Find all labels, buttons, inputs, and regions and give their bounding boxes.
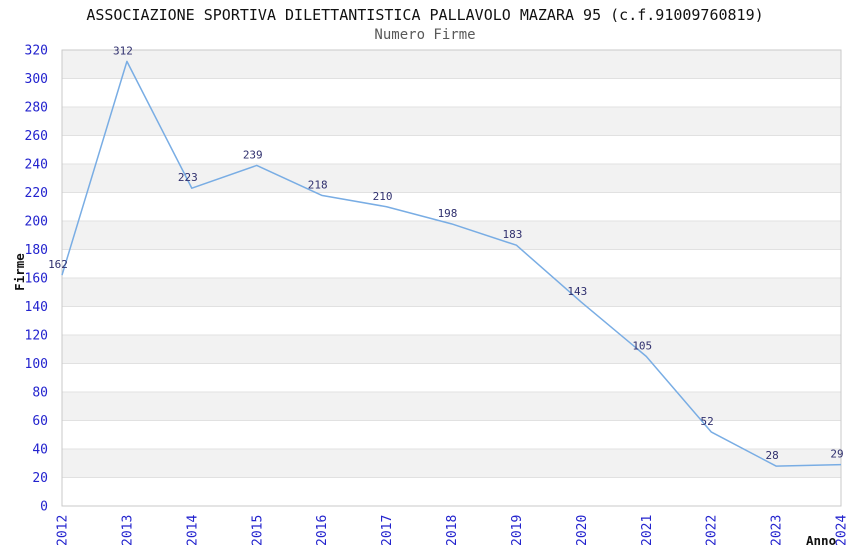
y-tick-label: 300 bbox=[25, 72, 48, 87]
x-tick-label: 2022 bbox=[705, 515, 720, 546]
x-tick-label: 2015 bbox=[250, 515, 265, 546]
value-label: 29 bbox=[830, 448, 843, 461]
x-tick-label: 2014 bbox=[185, 515, 200, 546]
plot-band bbox=[62, 449, 841, 478]
x-tick-label: 2012 bbox=[56, 515, 71, 546]
value-label: 198 bbox=[438, 207, 458, 220]
value-label: 143 bbox=[567, 285, 587, 298]
plot-band bbox=[62, 278, 841, 307]
x-tick-label: 2016 bbox=[315, 515, 330, 546]
value-label: 223 bbox=[178, 171, 198, 184]
y-tick-label: 280 bbox=[25, 101, 48, 116]
plot-band bbox=[62, 50, 841, 79]
y-tick-label: 320 bbox=[25, 44, 48, 59]
y-tick-label: 100 bbox=[25, 357, 48, 372]
y-tick-label: 60 bbox=[32, 414, 48, 429]
value-label: 218 bbox=[308, 178, 328, 191]
value-label: 105 bbox=[632, 339, 652, 352]
x-tick-label: 2024 bbox=[835, 515, 850, 546]
x-tick-label: 2017 bbox=[380, 515, 395, 546]
value-label: 210 bbox=[373, 190, 393, 203]
y-tick-label: 220 bbox=[25, 186, 48, 201]
value-label: 239 bbox=[243, 148, 263, 161]
value-label: 52 bbox=[701, 415, 714, 428]
plot-band bbox=[62, 335, 841, 364]
y-tick-label: 200 bbox=[25, 215, 48, 230]
series-line bbox=[61, 60, 842, 467]
value-label: 183 bbox=[502, 228, 522, 241]
y-tick-label: 20 bbox=[32, 471, 48, 486]
y-tick-label: 80 bbox=[32, 386, 48, 401]
x-tick-label: 2019 bbox=[510, 515, 525, 546]
y-tick-label: 160 bbox=[25, 272, 48, 287]
y-tick-label: 180 bbox=[25, 243, 48, 258]
y-tick-label: 260 bbox=[25, 129, 48, 144]
y-tick-label: 40 bbox=[32, 443, 48, 458]
x-tick-label: 2023 bbox=[770, 515, 785, 546]
x-tick-label: 2020 bbox=[575, 515, 590, 546]
x-tick-label: 2013 bbox=[120, 515, 135, 546]
y-axis-label: Firme bbox=[12, 253, 27, 291]
value-label: 312 bbox=[113, 44, 133, 57]
chart-subtitle: Numero Firme bbox=[374, 27, 476, 43]
x-tick-label: 2021 bbox=[640, 515, 655, 546]
chart-title: ASSOCIAZIONE SPORTIVA DILETTANTISTICA PA… bbox=[86, 6, 764, 24]
plot-band bbox=[62, 221, 841, 250]
x-tick-label: 2018 bbox=[445, 515, 460, 546]
y-tick-label: 120 bbox=[25, 329, 48, 344]
plot-band bbox=[62, 392, 841, 421]
y-tick-label: 0 bbox=[40, 500, 48, 515]
y-tick-label: 240 bbox=[25, 158, 48, 173]
y-tick-label: 140 bbox=[25, 300, 48, 315]
plot-border bbox=[61, 49, 842, 507]
plot-band bbox=[62, 107, 841, 136]
value-label: 28 bbox=[765, 449, 778, 462]
x-axis-label: Anno bbox=[806, 533, 836, 548]
value-label: 162 bbox=[48, 258, 68, 271]
